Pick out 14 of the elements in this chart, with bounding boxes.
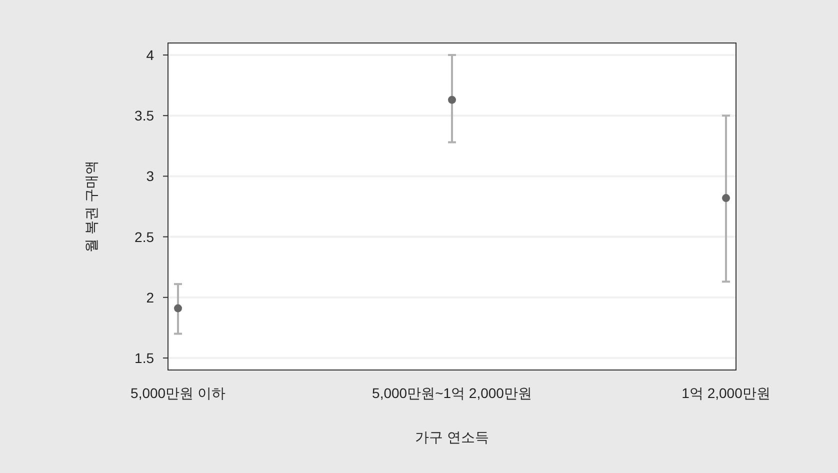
y-tick-label: 1.5 (134, 350, 154, 366)
y-tick-label: 3 (146, 168, 154, 184)
x-tick-label: 1억 2,000만원 (682, 385, 770, 401)
y-tick-label: 3.5 (134, 108, 154, 124)
x-axis-title: 가구 연소득 (415, 429, 489, 445)
y-tick-label: 2.5 (134, 228, 154, 245)
x-tick-label: 5,000만원~1억 2,000만원 (372, 385, 532, 401)
y-tick-label: 4 (146, 47, 154, 63)
x-tick-label: 5,000만원 이하 (130, 385, 226, 401)
y-axis-title: 월 복권 구매액 (83, 160, 99, 252)
point (448, 96, 456, 104)
point (722, 194, 730, 202)
point (174, 304, 182, 312)
y-tick-label: 2 (146, 289, 154, 306)
